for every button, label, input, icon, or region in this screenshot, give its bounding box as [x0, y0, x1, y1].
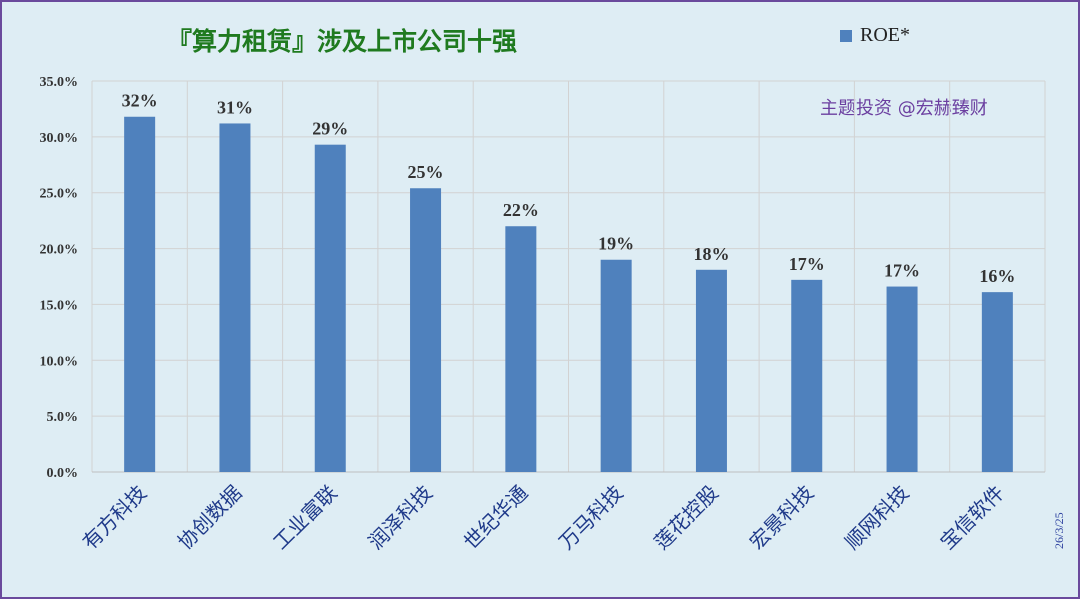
legend-swatch	[840, 29, 852, 42]
bar	[410, 188, 442, 472]
bar	[314, 144, 346, 473]
data-label: 18%	[693, 244, 729, 264]
y-tick-label: 20.0%	[40, 243, 79, 258]
chart-title: 『算力租赁』涉及上市公司十强	[167, 27, 518, 56]
y-tick-label: 5.0%	[47, 410, 79, 425]
y-tick-label: 30.0%	[40, 131, 79, 146]
x-tick-label: 世纪华通	[459, 481, 533, 555]
data-label: 17%	[884, 261, 920, 281]
x-tick-label: 宝信软件	[935, 481, 1009, 555]
data-label: 19%	[598, 234, 634, 254]
data-label: 25%	[408, 162, 444, 182]
x-tick-label: 有方科技	[78, 481, 152, 555]
y-tick-label: 10.0%	[40, 354, 79, 369]
y-tick-label: 35.0%	[40, 75, 79, 90]
bar	[695, 269, 727, 472]
watermark-text: 主题投资 @宏赫臻财	[820, 98, 988, 119]
bar	[219, 123, 251, 473]
data-label: 16%	[979, 266, 1015, 286]
x-tick-label: 顺网科技	[840, 481, 914, 555]
data-label: 32%	[122, 91, 158, 111]
legend-label: ROE*	[860, 24, 910, 46]
data-label: 22%	[503, 200, 539, 220]
y-tick-label: 0.0%	[47, 466, 79, 481]
bar	[981, 292, 1013, 472]
x-tick-label: 工业富联	[268, 481, 342, 555]
data-label: 29%	[312, 119, 348, 139]
bar	[600, 259, 632, 472]
data-label: 31%	[217, 97, 253, 117]
data-label: 17%	[789, 254, 825, 274]
x-tick-label: 万马科技	[554, 481, 628, 555]
legend: ROE*	[840, 24, 910, 47]
bar	[124, 116, 156, 473]
bar	[886, 286, 918, 472]
x-tick-label: 润泽科技	[364, 481, 438, 555]
x-tick-label: 莲花控股	[649, 481, 723, 555]
y-tick-label: 25.0%	[40, 187, 79, 202]
x-tick-label: 宏景科技	[745, 481, 819, 555]
y-tick-label: 15.0%	[40, 298, 79, 313]
x-tick-label: 协创数据	[173, 481, 247, 555]
bar	[505, 226, 537, 472]
bar	[791, 279, 823, 472]
